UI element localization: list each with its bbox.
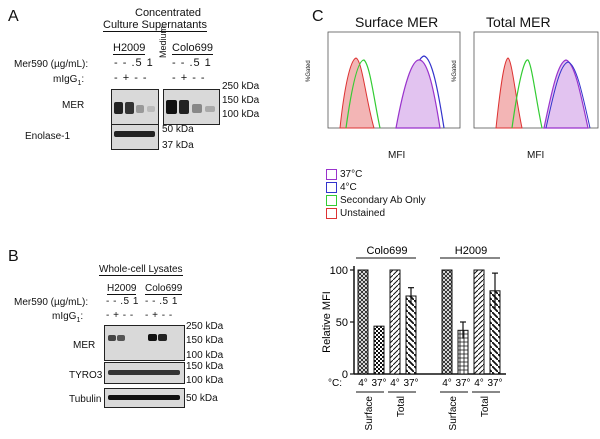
flow-legend: 37°C 4°C Secondary Ab Only Unstained <box>326 168 426 220</box>
panel-a-mer590-values-2: - - .5 1 <box>172 57 212 69</box>
panel-b-migg-values-2: - + - - <box>145 310 173 321</box>
panel-a-mw-100: 100 kDa <box>222 109 260 120</box>
x-tick-label: 37° <box>487 378 502 389</box>
panel-b-mw-100-a: 100 kDa <box>186 350 224 361</box>
legend-item-unstained: Unstained <box>326 207 426 220</box>
panel-c-letter: C <box>312 8 324 25</box>
panel-a-cell-line-2: Colo699 <box>172 42 213 55</box>
flow-surface-xlabel: MFI <box>388 150 406 161</box>
panel-a-row-mer: MER <box>62 100 85 111</box>
panel-a-cell-line-1: H2009 <box>113 42 146 55</box>
bar <box>373 325 385 375</box>
panel-b-mer590-label: Mer590 (µg/mL): <box>14 297 89 308</box>
group-label: Colo699 <box>367 245 408 257</box>
panel-a-mw-150: 150 kDa <box>222 95 260 106</box>
panel-b-cell-line-2: Colo699 <box>145 283 183 295</box>
panel-b-mer590-values-1: - - .5 1 <box>106 296 139 307</box>
x-tick-label: 4° <box>474 378 484 389</box>
subgroup-label: Total <box>396 396 407 417</box>
bar <box>389 269 401 375</box>
bar <box>473 269 485 375</box>
panel-a-medium-label: Medium <box>158 25 168 58</box>
panel-b-migg-label: mIgG1: <box>52 311 84 324</box>
panel-b-mw-250: 250 kDa <box>186 321 224 332</box>
panel-b-cell-line-1: H2009 <box>107 283 137 295</box>
panel-b-letter: B <box>8 248 19 265</box>
panel-c-title-surface: Surface MER <box>355 14 439 30</box>
flow-histogram-surface <box>327 31 461 129</box>
legend-swatch-37c <box>326 169 337 180</box>
legend-swatch-unstained <box>326 208 337 219</box>
panel-b-title: Whole-cell Lysates <box>99 264 183 276</box>
legend-swatch-secondary <box>326 195 337 206</box>
y-axis-label: Relative MFI <box>321 291 333 353</box>
panel-c-title-total: Total MER <box>486 14 551 30</box>
flow-total-ylabel: %Gated <box>452 60 458 82</box>
panel-a-mer590-values-1: - - .5 1 <box>114 57 154 69</box>
y-tick-label: 0 <box>342 369 348 381</box>
flow-total-xlabel: MFI <box>527 150 545 161</box>
panel-a-migg-values-1: - + - - <box>114 72 148 84</box>
flow-surface-ylabel: %Gated <box>306 60 312 82</box>
panel-a-mer590-label: Mer590 (µg/mL): <box>14 59 89 70</box>
panel-b-row-tubulin: Tubulin <box>69 394 102 405</box>
panel-a-enolase-blot <box>111 124 159 150</box>
panel-b-mw-100-b: 100 kDa <box>186 375 224 386</box>
legend-item-secondary: Secondary Ab Only <box>326 194 426 207</box>
subgroup-label: Surface <box>448 396 459 431</box>
panel-a-letter: A <box>8 8 19 25</box>
subgroup-label: Total <box>480 396 491 417</box>
x-prefix-label: °C: <box>328 378 342 389</box>
legend-item-37c: 37°C <box>326 168 426 181</box>
legend-item-4c: 4°C <box>326 181 426 194</box>
group-label: H2009 <box>455 245 487 257</box>
panel-a-mer-blot-colo699 <box>163 89 220 125</box>
panel-a-mer-blot-h2009 <box>111 89 159 125</box>
panel-b-migg-values-1: - + - - <box>106 310 134 321</box>
panel-b-row-tyro3: TYRO3 <box>69 370 103 381</box>
flow-histogram-total <box>473 31 599 129</box>
y-tick-label: 100 <box>330 265 348 277</box>
panel-b-tyro3-blot <box>104 362 185 384</box>
panel-a-mw-37: 37 kDa <box>162 140 194 151</box>
legend-swatch-4c <box>326 182 337 193</box>
x-tick-label: 4° <box>390 378 400 389</box>
panel-a-title-line2: Culture Supernatants <box>103 19 207 32</box>
x-tick-label: 37° <box>371 378 386 389</box>
x-tick-label: 37° <box>455 378 470 389</box>
x-tick-label: 37° <box>403 378 418 389</box>
bar <box>357 269 369 375</box>
panel-b-mer590-values-2: - - .5 1 <box>145 296 178 307</box>
x-tick-label: 4° <box>442 378 452 389</box>
panel-b-mw-50: 50 kDa <box>186 393 218 404</box>
panel-a-migg-label: mIgG1: <box>53 74 85 87</box>
panel-a-migg-values-2: - + - - <box>172 72 206 84</box>
panel-b-row-mer: MER <box>73 340 96 351</box>
panel-b-mer-blot <box>104 325 185 361</box>
x-tick-label: 4° <box>358 378 368 389</box>
panel-a-mw-250: 250 kDa <box>222 81 260 92</box>
panel-a-mw-50: 50 kDa <box>162 124 194 135</box>
panel-a-row-enolase: Enolase-1 <box>25 131 71 142</box>
panel-b-mw-150-b: 150 kDa <box>186 361 224 372</box>
y-tick-label: 50 <box>336 317 348 329</box>
bar <box>441 269 453 375</box>
panel-b-tubulin-blot <box>104 388 185 408</box>
panel-a-title-line1: Concentrated <box>135 7 202 19</box>
panel-b-mw-150: 150 kDa <box>186 335 224 346</box>
bar <box>405 295 417 375</box>
subgroup-label: Surface <box>364 396 375 431</box>
